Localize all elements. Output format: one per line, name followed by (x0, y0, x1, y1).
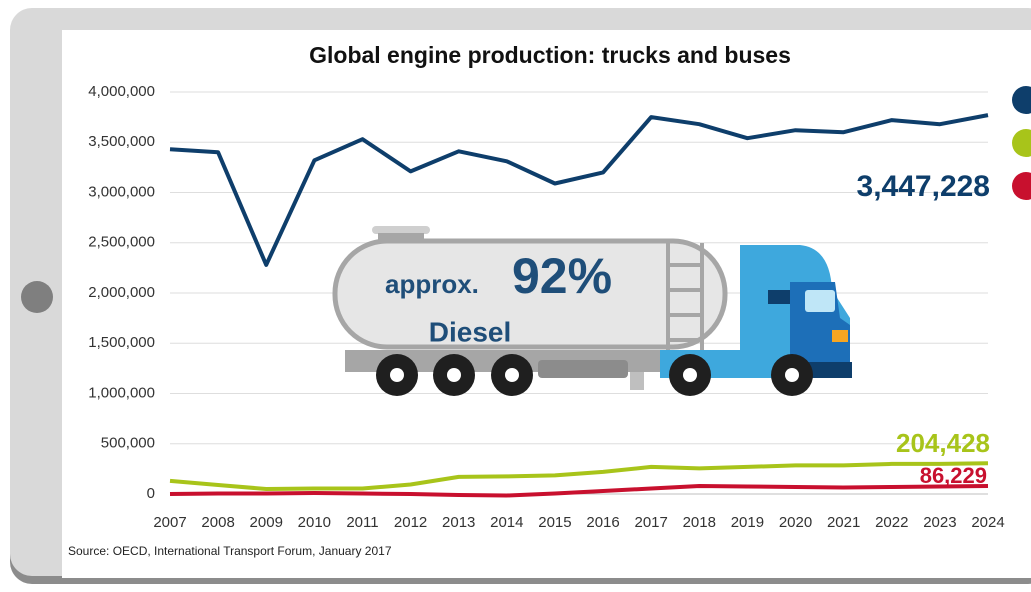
x-tick-label: 2015 (538, 514, 571, 531)
x-tick-label: 2020 (779, 514, 812, 531)
x-tick-label: 2017 (634, 514, 667, 531)
series-line (169, 461, 989, 491)
y-tick-label: 3,500,000 (88, 133, 155, 150)
illustration-prefix: approx. (385, 269, 479, 299)
y-tick-label: 3,000,000 (88, 183, 155, 200)
x-tick-label: 2023 (923, 514, 956, 531)
source: Source: OECD, International Transport Fo… (68, 544, 392, 558)
x-tick-label: 2008 (201, 514, 234, 531)
legend-swatch (1012, 129, 1031, 157)
x-tick-label: 2021 (827, 514, 860, 531)
x-tick-label: 2012 (394, 514, 427, 531)
headlight (832, 330, 848, 342)
x-tick-label: 2016 (586, 514, 619, 531)
x-tick-label: 2010 (298, 514, 331, 531)
y-tick-label: 0 (147, 485, 155, 502)
illustration-share: 92% (512, 248, 612, 304)
mirror (768, 290, 790, 304)
legend-swatch (1012, 86, 1031, 114)
ladder (666, 243, 704, 352)
truck-illustration: approx. 92% Diesel (332, 226, 852, 396)
value-annotation: 204,428 (896, 428, 990, 458)
plot: 0 500,000 1,000,000 1,500,000 2,000,000 2,500… (88, 83, 1004, 531)
y-tick-label: 1,500,000 (88, 334, 155, 351)
bumper (800, 362, 852, 378)
x-tick-label: 2011 (346, 514, 378, 531)
y-tick-label: 4,000,000 (88, 83, 155, 100)
home-button (21, 281, 53, 313)
x-tick-label: 2009 (250, 514, 283, 531)
x-tick-label: 2024 (971, 514, 1004, 531)
x-tick-label: 2013 (442, 514, 475, 531)
y-tick-label: 2,000,000 (88, 284, 155, 301)
y-tick-label: 500,000 (101, 435, 155, 452)
x-tick-label: 2019 (731, 514, 764, 531)
tank-cap (372, 226, 430, 234)
chart-title: Global engine production: trucks and bus… (309, 42, 791, 68)
value-annotation: 3,447,228 (857, 170, 990, 203)
tank (332, 238, 728, 350)
y-tick-label: 1,000,000 (88, 384, 155, 401)
x-tick-label: 2022 (875, 514, 908, 531)
value-annotation: 86,229 (920, 463, 987, 488)
y-tick-label: 2,500,000 (88, 234, 155, 251)
x-tick-label: 2007 (153, 514, 186, 531)
illustration-fuel: Diesel (429, 316, 512, 347)
x-tick-label: 2018 (683, 514, 716, 531)
window (805, 290, 835, 312)
wheels (376, 354, 813, 396)
tank-box (538, 360, 628, 378)
tank-cap (378, 233, 424, 243)
x-tick-label: 2014 (490, 514, 523, 531)
step (630, 372, 644, 390)
series-line (169, 113, 989, 267)
series-line (169, 484, 989, 498)
legend-swatch (1012, 172, 1031, 200)
